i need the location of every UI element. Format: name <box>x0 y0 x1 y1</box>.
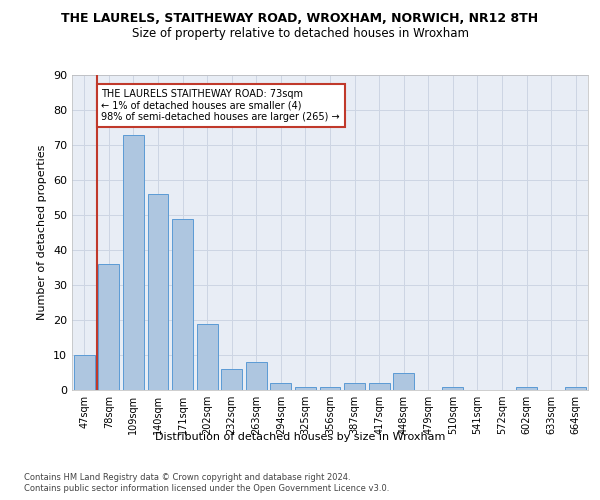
Bar <box>123 134 144 390</box>
Text: Distribution of detached houses by size in Wroxham: Distribution of detached houses by size … <box>155 432 445 442</box>
Text: Contains HM Land Registry data © Crown copyright and database right 2024.: Contains HM Land Registry data © Crown c… <box>24 472 350 482</box>
Bar <box>320 386 340 390</box>
Bar <box>172 218 193 390</box>
Bar <box>295 386 316 390</box>
Bar <box>148 194 169 390</box>
Bar <box>246 362 267 390</box>
Text: Size of property relative to detached houses in Wroxham: Size of property relative to detached ho… <box>131 28 469 40</box>
Bar <box>393 372 414 390</box>
Text: THE LAURELS, STAITHEWAY ROAD, WROXHAM, NORWICH, NR12 8TH: THE LAURELS, STAITHEWAY ROAD, WROXHAM, N… <box>61 12 539 26</box>
Text: THE LAURELS STAITHEWAY ROAD: 73sqm
← 1% of detached houses are smaller (4)
98% o: THE LAURELS STAITHEWAY ROAD: 73sqm ← 1% … <box>101 89 340 122</box>
Bar <box>74 355 95 390</box>
Bar <box>442 386 463 390</box>
Text: Contains public sector information licensed under the Open Government Licence v3: Contains public sector information licen… <box>24 484 389 493</box>
Bar <box>221 369 242 390</box>
Bar <box>271 383 292 390</box>
Bar <box>344 383 365 390</box>
Bar <box>368 383 389 390</box>
Y-axis label: Number of detached properties: Number of detached properties <box>37 145 47 320</box>
Bar <box>565 386 586 390</box>
Bar <box>516 386 537 390</box>
Bar <box>98 264 119 390</box>
Bar <box>197 324 218 390</box>
